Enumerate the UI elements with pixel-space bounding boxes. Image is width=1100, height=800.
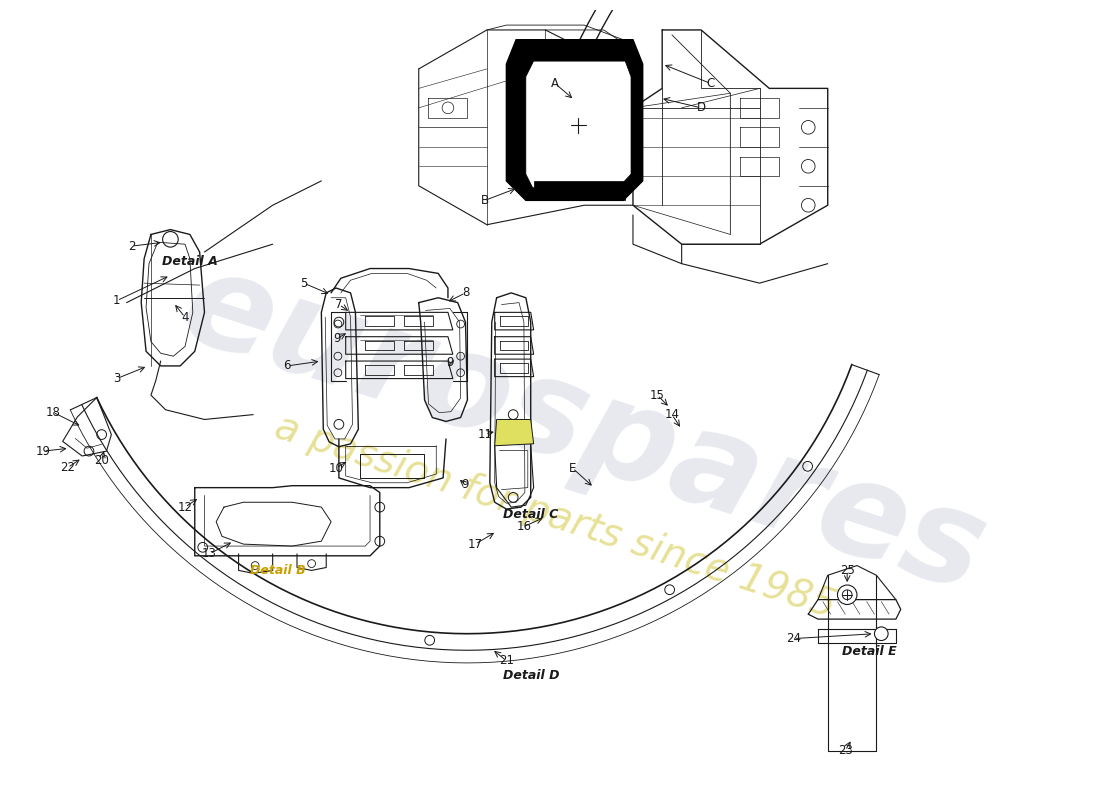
Text: 9: 9 — [333, 332, 341, 345]
Text: 24: 24 — [786, 632, 801, 645]
Text: C: C — [706, 77, 715, 90]
Circle shape — [874, 627, 888, 641]
Text: 21: 21 — [499, 654, 514, 667]
Text: 18: 18 — [45, 406, 60, 418]
Text: 5: 5 — [300, 277, 308, 290]
Text: 9: 9 — [462, 478, 470, 491]
Text: 14: 14 — [664, 408, 680, 421]
Text: Detail A: Detail A — [162, 255, 218, 268]
Text: 9: 9 — [447, 357, 453, 370]
Text: Detail D: Detail D — [503, 669, 559, 682]
Text: 22: 22 — [60, 461, 75, 474]
Text: Detail C: Detail C — [503, 509, 559, 522]
Text: 6: 6 — [284, 359, 292, 373]
Polygon shape — [534, 181, 625, 200]
Text: 23: 23 — [838, 744, 853, 757]
Text: a passion for parts since 1985: a passion for parts since 1985 — [270, 408, 840, 626]
Text: 19: 19 — [35, 445, 51, 458]
Text: 16: 16 — [516, 520, 531, 533]
Text: 12: 12 — [177, 501, 192, 514]
Polygon shape — [506, 40, 642, 200]
Text: 10: 10 — [329, 462, 343, 474]
Text: eurospares: eurospares — [167, 240, 1001, 618]
Text: D: D — [696, 102, 706, 114]
Polygon shape — [526, 61, 631, 188]
Text: 4: 4 — [182, 310, 189, 324]
Polygon shape — [495, 419, 534, 446]
Text: 11: 11 — [477, 427, 493, 441]
Circle shape — [843, 590, 852, 600]
Text: 8: 8 — [462, 286, 470, 299]
Text: 7: 7 — [336, 298, 342, 311]
Text: 25: 25 — [839, 564, 855, 577]
Circle shape — [837, 585, 857, 605]
Text: E: E — [569, 462, 576, 474]
Text: 1: 1 — [113, 294, 121, 307]
Text: B: B — [481, 194, 490, 207]
Text: 17: 17 — [468, 538, 483, 550]
Text: 20: 20 — [95, 454, 109, 467]
Text: 15: 15 — [650, 389, 664, 402]
Text: 2: 2 — [128, 240, 135, 253]
Text: 3: 3 — [113, 372, 121, 385]
Text: Detail E: Detail E — [843, 645, 896, 658]
Text: 13: 13 — [202, 547, 217, 560]
Text: A: A — [551, 77, 559, 90]
Text: Detail B: Detail B — [250, 564, 306, 577]
